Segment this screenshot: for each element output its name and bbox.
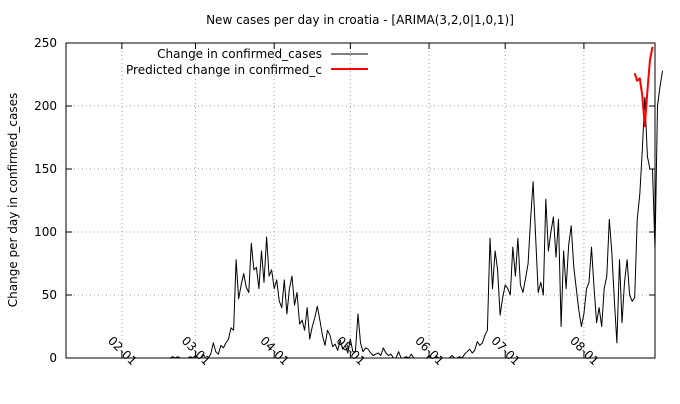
x-tick-label: 07-01 [488, 334, 523, 369]
x-tick-label: 03-01 [179, 334, 214, 369]
series-line-observed [169, 70, 664, 359]
y-tick-label: 200 [34, 99, 57, 113]
legend-label-observed: Change in confirmed_cases [157, 47, 322, 61]
x-tick-label: 08-01 [567, 334, 602, 369]
series-line-predicted [633, 46, 654, 128]
x-tick-label: 04-01 [257, 334, 292, 369]
x-tick-label: 02-01 [105, 334, 140, 369]
x-tick-label: 06-01 [412, 334, 447, 369]
legend-label-predicted: Predicted change in confirmed_c [126, 63, 322, 77]
y-axis: 0 50 100 150 200 250 [34, 36, 655, 365]
legend: Change in confirmed_cases Predicted chan… [126, 47, 368, 77]
y-tick-label: 150 [34, 162, 57, 176]
grid [66, 43, 655, 358]
series [169, 46, 664, 359]
y-tick-label: 250 [34, 36, 57, 50]
plot-frame [65, 42, 656, 359]
y-tick-label: 0 [49, 351, 57, 365]
y-tick-label: 100 [34, 225, 57, 239]
y-axis-label: Change per day in confirmed_cases [6, 93, 20, 308]
x-axis: 02-01 03-01 04-01 05-01 06-01 07-01 08-01 [105, 43, 602, 368]
y-tick-label: 50 [42, 288, 57, 302]
chart-title: New cases per day in croatia - [ARIMA(3,… [206, 13, 514, 27]
